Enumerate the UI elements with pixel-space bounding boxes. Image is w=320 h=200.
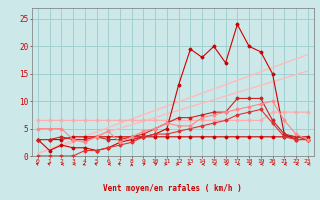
- X-axis label: Vent moyen/en rafales ( km/h ): Vent moyen/en rafales ( km/h ): [103, 184, 242, 193]
